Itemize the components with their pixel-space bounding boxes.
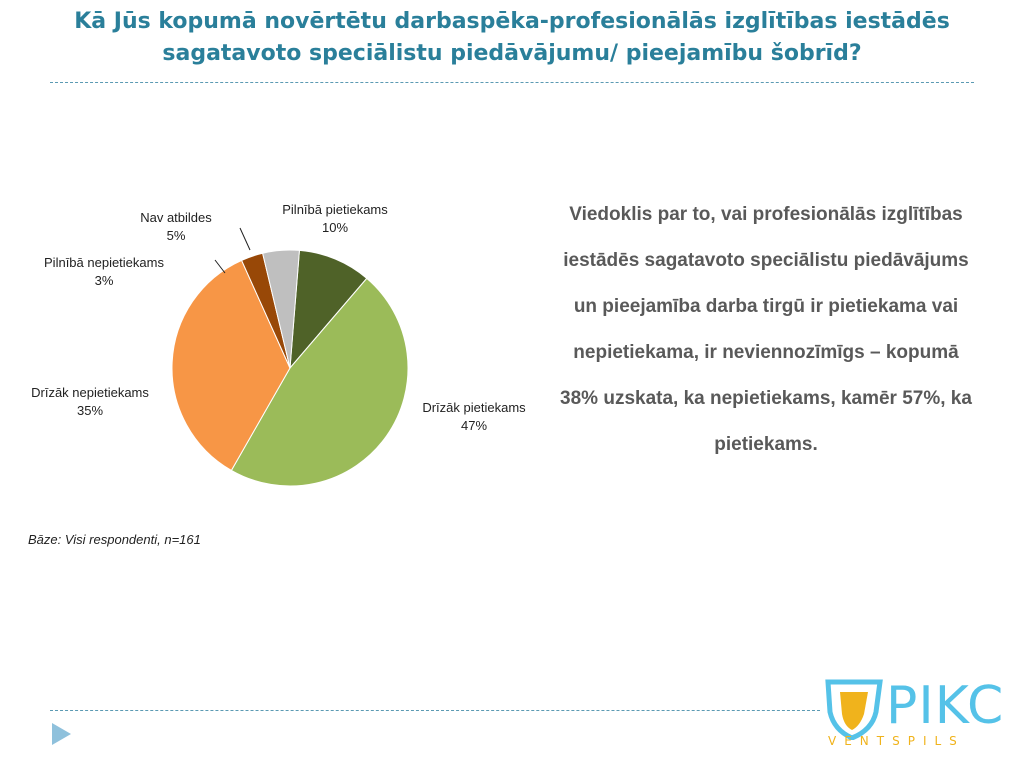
pie-slice [262,249,300,369]
logo-text: PIKC [886,676,1005,736]
play-arrow-icon[interactable] [52,723,71,745]
slice-value-label: 47% [461,418,487,433]
slice-value-label: 3% [95,273,114,288]
slide-title: Kā Jūs kopumā novērtētu darbaspēka-profe… [74,9,950,66]
slice-value-label: 5% [167,228,186,243]
slice-label: Pilnībā pietiekams [282,202,388,217]
slice-label: Nav atbildes [140,210,212,225]
slice-value-label: 35% [77,403,103,418]
pie-chart: Pilnībā pietiekams 10% Drīzāk pietiekams 47… [31,202,526,487]
label-leader-line [214,259,226,274]
slice-value-label: 10% [322,220,348,235]
pie-slice [289,249,368,370]
slice-label: Drīzāk pietiekams [422,400,526,415]
slice-label: Drīzāk nepietiekams [31,385,149,400]
base-note: Bāze: Visi respondenti, n=161 [28,532,201,547]
label-leader-line [239,227,251,251]
slice-label: Pilnībā nepietiekams [44,255,164,270]
shield-icon [825,679,883,740]
pie-slice [230,277,409,487]
pikc-logo: PIKC VENTSPILS [824,674,1004,754]
top-divider [50,82,974,83]
summary-text: Viedoklis par to, vai profesionālās izgl… [560,204,972,455]
logo-subtitle: VENTSPILS [828,734,965,748]
bottom-divider [50,710,820,711]
pie-slice [171,259,291,472]
